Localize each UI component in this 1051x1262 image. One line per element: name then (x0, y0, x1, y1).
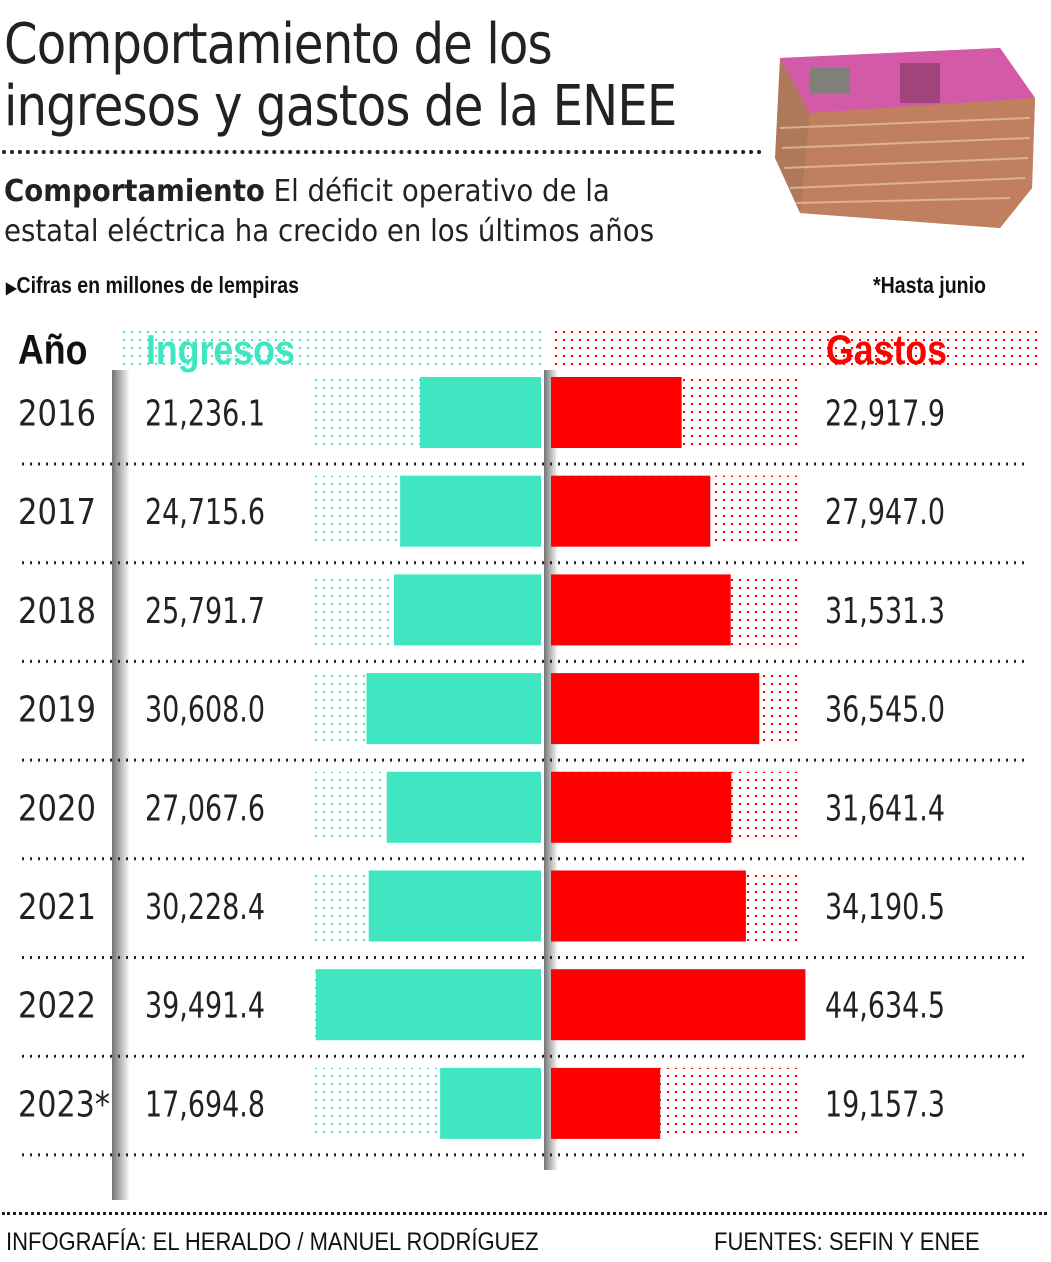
year-label: 2021 (18, 887, 96, 928)
gastos-bar (551, 771, 732, 843)
ingresos-value-label: 25,791.7 (145, 591, 265, 632)
subtitle-bold: Comportamiento (4, 174, 265, 209)
gastos-bar (551, 377, 682, 448)
gastos-value-label: 36,545.0 (825, 690, 945, 731)
gastos-header-dots (552, 326, 1038, 370)
gastos-bar (551, 1067, 661, 1139)
footnote: *Hasta junio (873, 272, 986, 298)
gastos-bar (551, 673, 760, 745)
ingresos-bar (393, 574, 541, 646)
title-line-1: Comportamiento de los (4, 12, 553, 77)
title-divider (2, 150, 762, 154)
year-label: 2022 (18, 986, 96, 1027)
sources: FUENTES: SEFIN Y ENEE (714, 1228, 980, 1256)
ingresos-bar (368, 870, 541, 942)
ingresos-value-label: 24,715.6 (145, 492, 265, 533)
gastos-value-label: 34,190.5 (825, 887, 945, 928)
column-shadow (112, 370, 130, 1200)
ingresos-bar (386, 771, 541, 843)
title: Comportamiento de los ingresos y gastos … (4, 12, 677, 139)
gastos-value-label: 27,947.0 (825, 492, 945, 533)
ingresos-bar (366, 673, 541, 745)
gastos-value-label: 44,634.5 (825, 986, 945, 1027)
gastos-value-label: 22,917.9 (825, 394, 945, 435)
gastos-value-label: 19,157.3 (825, 1084, 945, 1125)
units-note-text: Cifras en millones de lempiras (16, 272, 299, 298)
ingresos-header-dots (118, 326, 544, 370)
ingresos-bar (419, 377, 541, 448)
title-line-2: ingresos y gastos de la ENEE (4, 74, 677, 139)
header-year: Año (18, 326, 88, 373)
gastos-bar (551, 969, 806, 1041)
footer-divider (2, 1212, 1047, 1215)
banknote-stack-image (775, 48, 1035, 228)
ingresos-bar (400, 475, 541, 547)
ingresos-value-label: 21,236.1 (145, 394, 265, 435)
gastos-bar (551, 574, 731, 646)
subtitle-text-2: estatal eléctrica ha crecido en los últi… (4, 214, 655, 249)
header-gastos: Gastos (826, 326, 948, 373)
units-note: ▶Cifras en millones de lempiras (6, 272, 299, 299)
ingresos-value-label: 39,491.4 (145, 986, 265, 1027)
year-label: 2016 (18, 394, 96, 435)
subtitle-text-1: El déficit operativo de la (264, 174, 610, 209)
gastos-bar (551, 870, 746, 942)
ingresos-bar (440, 1067, 541, 1139)
credit: INFOGRAFÍA: EL HERALDO / MANUEL RODRÍGUE… (6, 1228, 539, 1256)
ingresos-value-label: 30,228.4 (145, 887, 265, 928)
triangle-bullet-icon: ▶ (6, 280, 17, 297)
gastos-value-label: 31,531.3 (825, 591, 945, 632)
year-label: 2023* (18, 1084, 110, 1125)
subtitle: Comportamiento El déficit operativo de l… (4, 172, 654, 252)
year-label: 2018 (18, 591, 96, 632)
gastos-bar (551, 475, 711, 547)
year-label: 2019 (18, 690, 96, 731)
ingresos-bar (315, 969, 541, 1041)
year-label: 2017 (18, 492, 96, 533)
year-label: 2020 (18, 788, 96, 829)
header-ingresos: Ingresos (146, 326, 295, 373)
gastos-value-label: 31,641.4 (825, 788, 945, 829)
ingresos-value-label: 27,067.6 (145, 788, 265, 829)
ingresos-value-label: 17,694.8 (145, 1084, 265, 1125)
ingresos-value-label: 30,608.0 (145, 690, 265, 731)
